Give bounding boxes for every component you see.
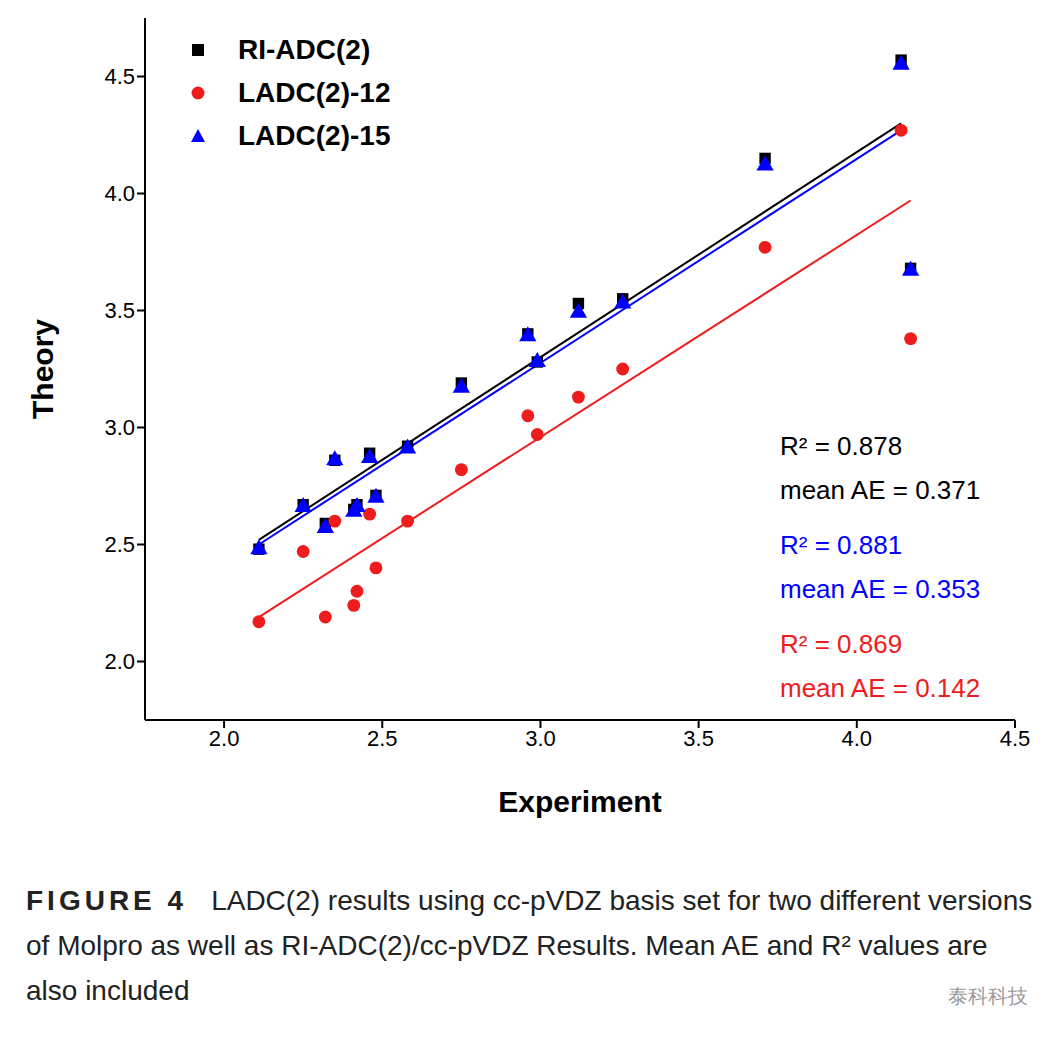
html-text:mean AE = 0.353: mean AE = 0.353 [780, 574, 981, 604]
html-text:FIGURE 4: FIGURE 4 [26, 885, 188, 916]
html-text:mean AE = 0.371: mean AE = 0.371 [780, 475, 981, 505]
html-text:泰科科技: 泰科科技 [948, 984, 1028, 1008]
html-text:LADC(2) results using cc-pVDZ: LADC(2) results using cc-pVDZ basis set … [26, 885, 1033, 1006]
html-text:R² = 0.881: R² = 0.881 [780, 530, 903, 560]
svg-text:2.0: 2.0 [209, 726, 240, 751]
svg-text:2.5: 2.5 [367, 726, 398, 751]
svg-text:3.5: 3.5 [104, 298, 135, 323]
svg-text:4.5: 4.5 [104, 64, 135, 89]
svg-text:2.5: 2.5 [104, 532, 135, 557]
html-text:mean AE = 0.142: mean AE = 0.142 [780, 673, 981, 703]
svg-text:4.0: 4.0 [842, 726, 873, 751]
html-text:LADC(2)-12: LADC(2)-12 [238, 76, 391, 108]
html-text:LADC(2)-15: LADC(2)-15 [238, 119, 391, 151]
html-text:R² = 0.878: R² = 0.878 [780, 431, 903, 461]
svg-text:2.0: 2.0 [104, 649, 135, 674]
svg-text:3.0: 3.0 [104, 415, 135, 440]
svg-text:3.0: 3.0 [525, 726, 556, 751]
svg-text:4.0: 4.0 [104, 181, 135, 206]
svg-text:Theory: Theory [26, 319, 59, 419]
svg-text:Experiment: Experiment [498, 785, 661, 818]
svg-text:3.5: 3.5 [683, 726, 714, 751]
svg-text:4.5: 4.5 [1000, 726, 1031, 751]
html-text:RI-ADC(2): RI-ADC(2) [238, 33, 371, 65]
html-text:R² = 0.869: R² = 0.869 [780, 629, 903, 659]
